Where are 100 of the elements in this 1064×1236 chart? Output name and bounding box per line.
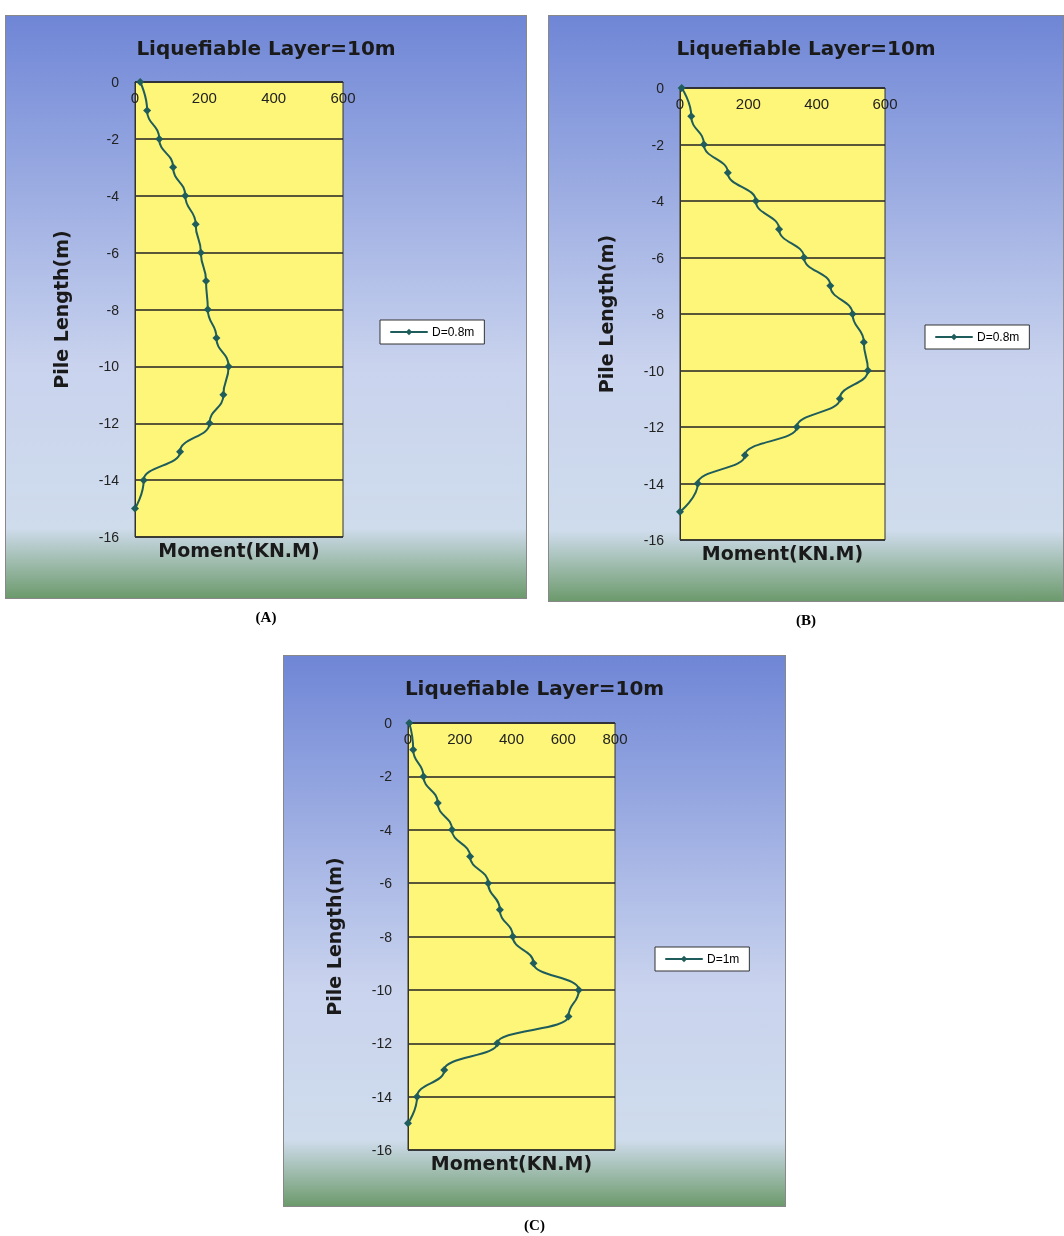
x-tick-label: 800 (602, 730, 628, 747)
point (405, 719, 414, 727)
y-tick-label: -4 (379, 821, 393, 838)
point (493, 1039, 502, 1048)
point (693, 479, 702, 488)
point (792, 423, 801, 431)
point (508, 932, 517, 941)
point (484, 879, 493, 888)
point (205, 419, 214, 428)
y-tick-label: -16 (98, 529, 120, 545)
point (677, 84, 686, 92)
y-tick-label: -6 (106, 244, 120, 261)
point (139, 476, 148, 485)
y-tick-label: -10 (643, 362, 665, 379)
point (131, 504, 139, 513)
text: (A) (255, 608, 277, 626)
text: (C) (524, 1216, 545, 1234)
y-tick-label: -4 (651, 193, 665, 209)
y-tick-label: -14 (98, 472, 120, 489)
x-tick-label: 200 (735, 95, 761, 112)
point (740, 451, 749, 460)
point (413, 1092, 422, 1101)
point (196, 248, 205, 257)
point (155, 134, 164, 143)
point (409, 745, 418, 754)
point (404, 1119, 412, 1128)
point (751, 197, 760, 205)
x-tick-label: 400 (804, 95, 830, 112)
y-tick-label: -8 (651, 306, 665, 322)
legend-label: D=1m (707, 952, 740, 966)
point (169, 163, 178, 172)
point (574, 985, 583, 994)
point (835, 394, 844, 403)
y-tick-label: -8 (106, 301, 120, 318)
x-tick-label: 0 (675, 95, 685, 112)
x-tick-label: 200 (191, 89, 217, 106)
point (775, 225, 784, 234)
x-tick-label: 600 (330, 89, 356, 106)
y-tick-label: -12 (98, 415, 120, 432)
y-tick-label: -2 (379, 768, 393, 785)
x-tick-label: 400 (498, 730, 525, 747)
point (687, 112, 696, 121)
x-tick-label: 600 (872, 95, 898, 112)
x-tick-label: 200 (447, 730, 473, 747)
point (495, 905, 504, 914)
y-tick-label: -8 (379, 928, 393, 945)
y-axis-title: Pile Length(m) (322, 857, 345, 1016)
point (848, 310, 857, 318)
y-tick-label: -2 (106, 130, 120, 147)
point (529, 959, 538, 968)
point (800, 253, 809, 262)
chart-title: Liquefiable Layer=10m (404, 676, 665, 700)
y-tick-label: 0 (384, 715, 393, 731)
y-tick-label: -4 (106, 187, 120, 204)
legend-label: D=0.8m (977, 330, 1020, 344)
point (723, 168, 732, 177)
x-tick-label: 400 (261, 89, 287, 106)
point (863, 366, 872, 375)
y-tick-label: -10 (371, 981, 393, 998)
point (699, 140, 708, 149)
y-tick-label: -12 (643, 419, 665, 435)
y-tick-label: -6 (379, 875, 393, 892)
point (176, 447, 185, 456)
point (224, 362, 233, 371)
y-tick-label: -14 (371, 1088, 393, 1105)
point (136, 78, 145, 86)
text: (B) (796, 611, 816, 629)
y-tick-label: -12 (371, 1035, 393, 1052)
chart-title: Liquefiable Layer=10m (136, 36, 396, 60)
point (143, 106, 152, 115)
y-tick-label: -6 (651, 249, 665, 266)
point (440, 1065, 449, 1074)
y-tick-label: 0 (111, 74, 120, 90)
point (433, 799, 442, 808)
point (419, 772, 428, 781)
point (181, 191, 190, 200)
point (191, 220, 200, 229)
point (676, 507, 684, 516)
y-tick-label: -16 (643, 532, 665, 548)
point (859, 338, 868, 347)
y-axis-title: Pile Length(m) (49, 230, 72, 389)
y-tick-label: -2 (651, 136, 665, 153)
y-axis-title: Pile Length(m) (594, 234, 617, 394)
point (564, 1012, 573, 1021)
point (202, 277, 211, 286)
x-tick-label: 0 (403, 730, 413, 747)
x-axis-title: Moment(KN.M) (430, 1151, 593, 1174)
point (219, 390, 228, 399)
point (826, 281, 835, 290)
y-tick-label: -14 (643, 475, 665, 492)
chart-title: Liquefiable Layer=10m (676, 36, 936, 60)
x-axis-title: Moment(KN.M) (158, 538, 320, 561)
y-tick-label: -16 (371, 1142, 393, 1158)
point (447, 825, 456, 834)
x-axis-title: Moment(KN.M) (701, 541, 864, 564)
point (212, 333, 221, 342)
y-tick-label: -10 (98, 358, 120, 375)
point (466, 852, 475, 861)
legend-label: D=0.8m (432, 325, 475, 339)
x-tick-label: 0 (130, 89, 140, 106)
